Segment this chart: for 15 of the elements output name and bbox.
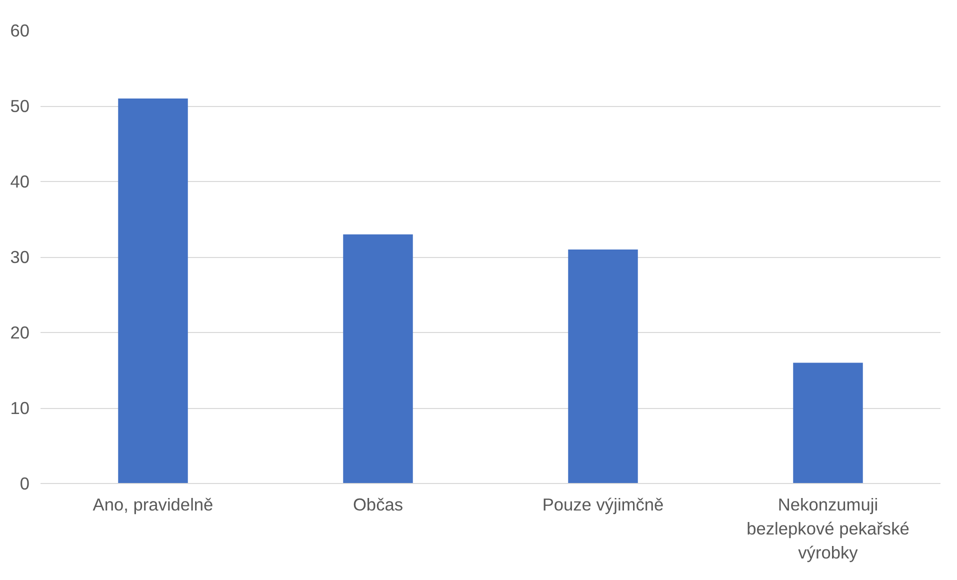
- bar: [343, 234, 413, 484]
- x-tick-label: Pouze výjimčně: [542, 494, 664, 514]
- y-tick-label: 50: [10, 96, 30, 116]
- bar: [118, 98, 188, 484]
- y-tick-label: 10: [10, 398, 30, 418]
- bar: [793, 362, 863, 484]
- y-tick-label: 0: [20, 474, 30, 494]
- y-tick-label: 40: [10, 172, 30, 192]
- bar: [568, 249, 638, 484]
- x-tick-label: Ano, pravidelně: [92, 494, 214, 514]
- y-tick-label: 20: [10, 322, 30, 342]
- y-tick-label: 30: [10, 247, 30, 267]
- x-tick-label: Občas: [352, 494, 404, 514]
- x-tick-label: Nekonzumuji bezlepkové pekařské výrobky: [746, 494, 910, 562]
- y-tick-label: 60: [10, 20, 30, 40]
